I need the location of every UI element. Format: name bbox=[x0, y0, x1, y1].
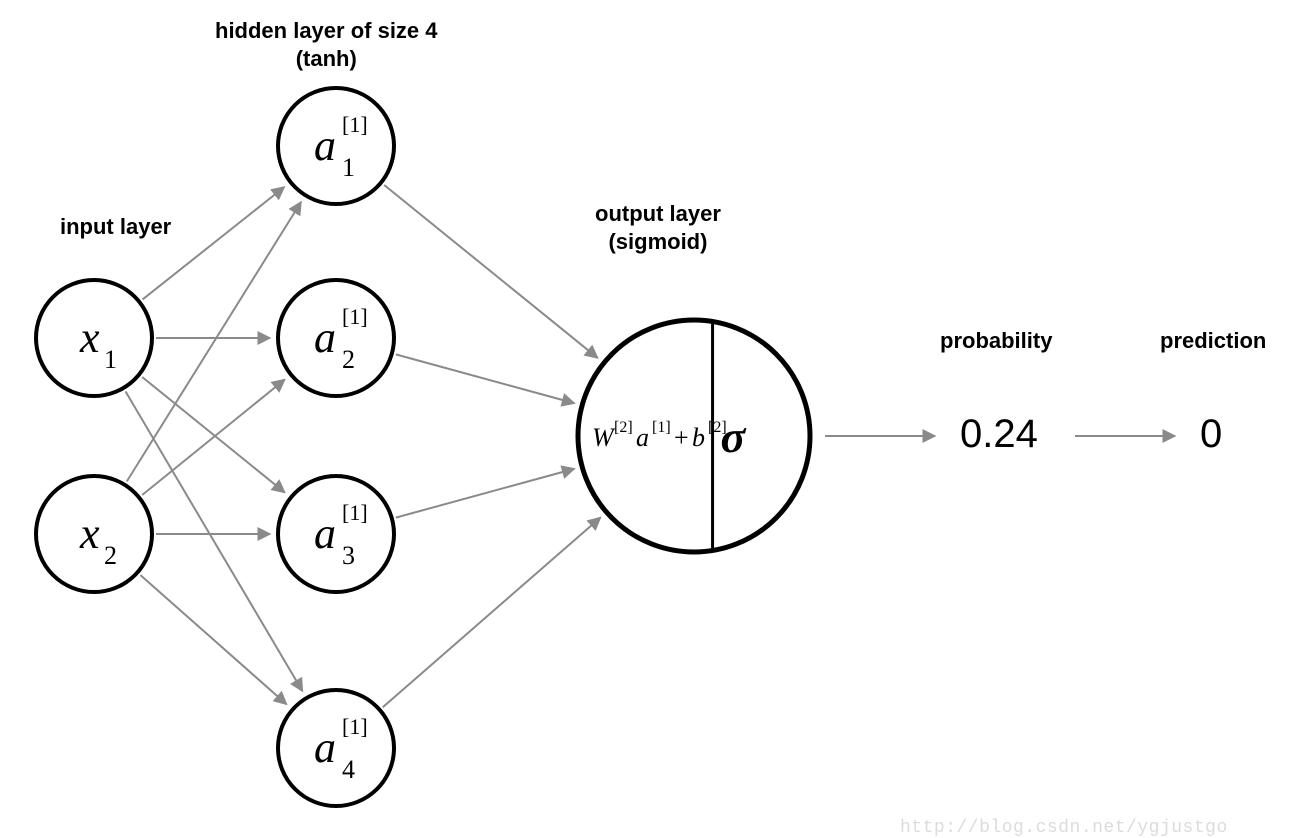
edge bbox=[396, 354, 575, 403]
node-var-label: x bbox=[79, 313, 100, 362]
edge bbox=[396, 469, 575, 518]
hidden-node-a3: a[1] 3 bbox=[278, 476, 394, 592]
node-sup-label: [1] bbox=[342, 500, 368, 525]
svg-text:a: a bbox=[636, 423, 649, 452]
node-sup-label: [1] bbox=[342, 112, 368, 137]
node-sub-label: 2 bbox=[104, 541, 117, 570]
svg-text:[1]: [1] bbox=[652, 419, 671, 436]
output-node: W[2]a[1]+b[2]σ bbox=[578, 320, 810, 552]
input-node-x1: x1 bbox=[36, 280, 152, 396]
node-var-label: a bbox=[314, 723, 336, 772]
node-sub-label: 1 bbox=[342, 153, 355, 182]
edge bbox=[142, 380, 285, 495]
svg-text:W: W bbox=[592, 423, 616, 452]
node-var-label: a bbox=[314, 121, 336, 170]
edge bbox=[142, 377, 285, 492]
svg-text:[2]: [2] bbox=[614, 419, 633, 436]
node-var-label: a bbox=[314, 509, 336, 558]
node-sup-label: [1] bbox=[342, 304, 368, 329]
edge bbox=[383, 517, 601, 707]
node-sub-label: 2 bbox=[342, 345, 355, 374]
node-sup-label: [1] bbox=[342, 714, 368, 739]
neural-network-diagram: x1x2a[1]1a[1]2a[1]3a[1]4W[2]a[1]+b[2]σ bbox=[0, 0, 1298, 838]
node-sub-label: 4 bbox=[342, 755, 355, 784]
node-sub-label: 1 bbox=[104, 345, 117, 374]
svg-text:+: + bbox=[674, 423, 689, 452]
edge bbox=[384, 185, 597, 358]
input-node-x2: x2 bbox=[36, 476, 152, 592]
nodes-group: x1x2a[1]1a[1]2a[1]3a[1]4W[2]a[1]+b[2]σ bbox=[36, 88, 810, 806]
hidden-node-a2: a[1] 2 bbox=[278, 280, 394, 396]
edge bbox=[143, 187, 285, 299]
node-sub-label: 3 bbox=[342, 541, 355, 570]
svg-text:b: b bbox=[692, 423, 705, 452]
hidden-node-a4: a[1] 4 bbox=[278, 690, 394, 806]
hidden-node-a1: a[1] 1 bbox=[278, 88, 394, 204]
edge bbox=[140, 575, 286, 704]
node-var-label: a bbox=[314, 313, 336, 362]
node-var-label: x bbox=[79, 509, 100, 558]
sigma-label: σ bbox=[721, 411, 747, 462]
